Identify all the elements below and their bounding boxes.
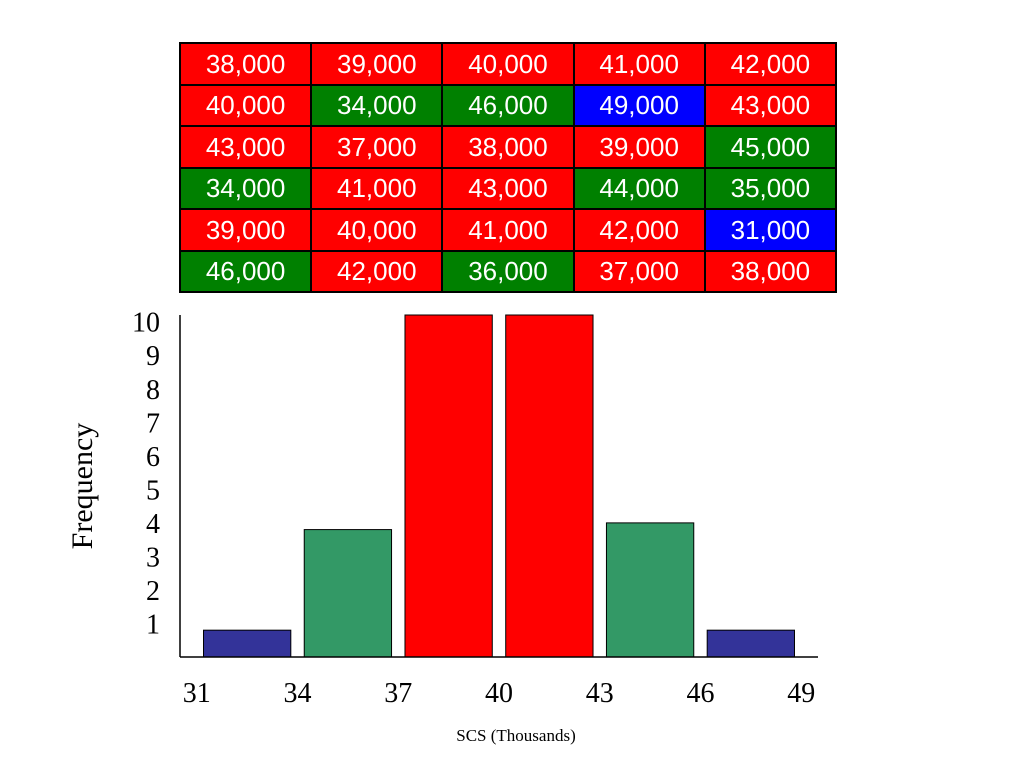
table-cell: 40,000 — [178, 83, 313, 127]
table-cell: 41,000 — [310, 166, 444, 210]
data-table-body: 38,000 39,000 40,000 41,000 42,000 40,000 34,0… — [178, 42, 838, 293]
y-tick-label: 5 — [146, 475, 160, 506]
table-cell: 34,000 — [310, 83, 444, 127]
x-tick-label: 40 — [485, 678, 513, 709]
x-tick-labels: 31 34 37 40 43 46 49 — [183, 678, 815, 709]
y-tick-label: 9 — [146, 341, 160, 372]
table-row: 38,000 39,000 40,000 41,000 42,000 — [178, 42, 838, 86]
table-cell: 37,000 — [310, 125, 444, 169]
table-row: 46,000 42,000 36,000 37,000 38,000 — [178, 249, 838, 293]
table-cell: 39,000 — [310, 42, 444, 86]
y-tick-label: 3 — [146, 542, 160, 573]
x-tick-label: 46 — [686, 678, 714, 709]
table-cell: 38,000 — [441, 125, 575, 169]
table-cell: 40,000 — [310, 208, 444, 252]
x-tick-label: 31 — [183, 678, 211, 709]
table-cell: 43,000 — [703, 83, 838, 127]
table-cell: 41,000 — [572, 42, 706, 86]
table-cell: 43,000 — [441, 166, 575, 210]
table-cell: 37,000 — [572, 249, 706, 293]
x-tick-label: 49 — [787, 678, 815, 709]
histogram-bar — [505, 314, 594, 658]
data-table: 38,000 39,000 40,000 41,000 42,000 40,000 34,0… — [178, 42, 838, 293]
table-cell: 45,000 — [703, 125, 838, 169]
table-cell: 42,000 — [703, 42, 838, 86]
table-cell: 38,000 — [178, 42, 313, 86]
histogram-bar — [706, 629, 795, 658]
table-cell: 46,000 — [441, 83, 575, 127]
table-cell: 34,000 — [178, 166, 313, 210]
table-cell: 42,000 — [310, 249, 444, 293]
x-tick-label: 34 — [284, 678, 312, 709]
table-cell: 42,000 — [572, 208, 706, 252]
table-cell: 40,000 — [441, 42, 575, 86]
histogram-bar — [303, 529, 393, 658]
y-axis-label: Frequency — [66, 423, 99, 550]
table-cell: 41,000 — [441, 208, 575, 252]
y-tick-label: 6 — [146, 442, 160, 473]
y-tick-label: 8 — [146, 375, 160, 406]
y-tick-label: 2 — [146, 576, 160, 607]
table-cell: 35,000 — [703, 166, 838, 210]
histogram-bar — [404, 314, 493, 658]
table-row: 39,000 40,000 41,000 42,000 31,000 — [178, 208, 838, 252]
table-cell: 36,000 — [441, 249, 575, 293]
y-tick-label: 4 — [146, 509, 160, 540]
y-tick-label: 7 — [146, 408, 160, 439]
x-tick-label: 43 — [586, 678, 614, 709]
table-cell: 43,000 — [178, 125, 313, 169]
table-cell: 44,000 — [572, 166, 706, 210]
table-cell: 38,000 — [703, 249, 838, 293]
y-tick-label: 1 — [146, 609, 160, 640]
histogram-bar — [605, 522, 695, 658]
table-cell: 39,000 — [572, 125, 706, 169]
table-row: 43,000 37,000 38,000 39,000 45,000 — [178, 125, 838, 169]
table-row: 34,000 41,000 43,000 44,000 35,000 — [178, 166, 838, 210]
table-cell: 39,000 — [178, 208, 313, 252]
histogram-bar — [203, 629, 292, 658]
x-axis-label: SCS (Thousands) — [456, 726, 575, 745]
table-row: 40,000 34,000 46,000 49,000 43,000 — [178, 83, 838, 127]
y-tick-label: 10 — [132, 308, 160, 339]
table-cell: 46,000 — [178, 249, 313, 293]
bars-group — [203, 314, 795, 658]
table-cell: 49,000 — [572, 83, 706, 127]
table-cell: 31,000 — [703, 208, 838, 252]
x-tick-label: 37 — [384, 678, 412, 709]
